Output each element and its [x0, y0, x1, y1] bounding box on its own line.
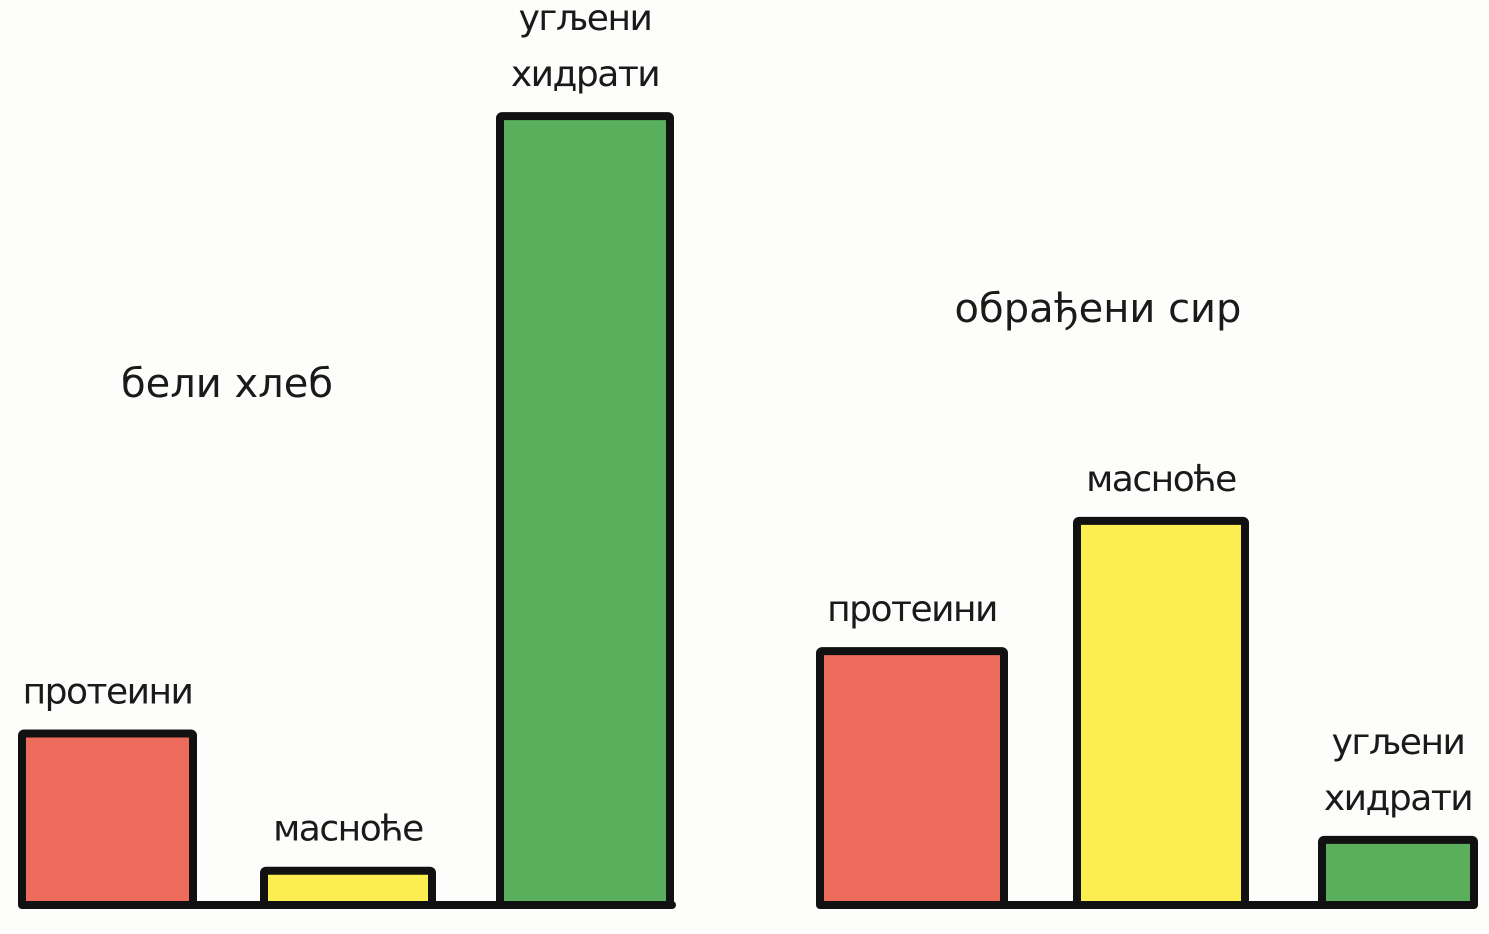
bar-label-2: масноће	[1086, 459, 1236, 500]
bar-2	[260, 866, 436, 910]
bar-3	[496, 112, 674, 910]
bar-1	[816, 647, 1008, 909]
chart-2: обрађени сир протеини масноће угљени хидрати	[816, 286, 1478, 910]
bar-label-3: угљени хидрати	[511, 0, 659, 95]
bar-label-line: хидрати	[511, 54, 659, 95]
bar-label-line: угљени	[519, 0, 652, 39]
bar-2	[1073, 516, 1249, 910]
chart-title: бели хлеб	[121, 361, 333, 407]
bar-1	[18, 729, 197, 909]
bar-label-line: угљени	[1332, 722, 1465, 763]
bar-label-1: протеини	[827, 589, 997, 630]
bar-label-2: масноће	[273, 809, 423, 850]
bar-label-line: хидрати	[1324, 778, 1472, 819]
bar-label-3: угљени хидрати	[1324, 722, 1472, 819]
chart-title: обрађени сир	[955, 286, 1242, 332]
bar-label-1: протеини	[23, 672, 193, 713]
bar-3	[1318, 835, 1478, 910]
chart-1: бели хлеб протеини масноће угљени хидрати	[18, 0, 676, 910]
